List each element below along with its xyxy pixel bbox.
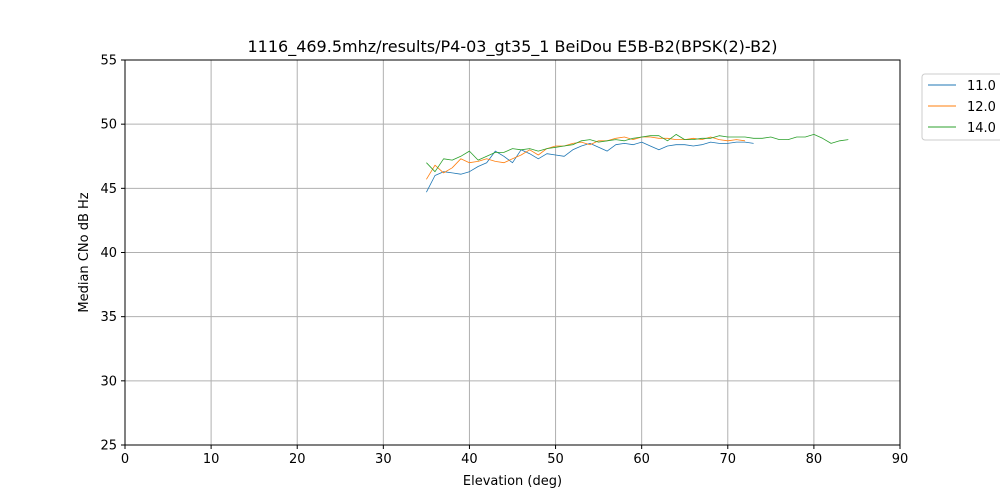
y-tick-label: 45 xyxy=(100,182,117,197)
y-tick-label: 50 xyxy=(100,118,117,133)
series-line-12.0 xyxy=(426,136,746,180)
x-axis-label: Elevation (deg) xyxy=(463,474,562,489)
legend-box xyxy=(921,73,1000,141)
x-tick-label: 80 xyxy=(806,452,823,467)
legend-label: 14.0 xyxy=(967,121,996,136)
x-tick-label: 70 xyxy=(720,452,737,467)
x-tick-label: 30 xyxy=(375,452,392,467)
x-axis-ticks: 0 10 20 30 40 50 60 70 80 90 xyxy=(121,445,908,467)
chart-title: 1116_469.5mhz/results/P4-03_gt35_1 BeiDo… xyxy=(247,37,777,57)
series-line-14.0 xyxy=(426,133,849,173)
y-axis-label: Median CNo dB Hz xyxy=(77,192,92,312)
legend-label: 11.0 xyxy=(967,79,996,94)
y-tick-label: 30 xyxy=(100,374,117,389)
series-layer xyxy=(426,133,849,193)
x-tick-label: 10 xyxy=(203,452,220,467)
y-axis-ticks: 25 30 35 40 45 50 55 xyxy=(100,54,125,454)
y-tick-label: 35 xyxy=(100,310,117,325)
y-tick-label: 55 xyxy=(100,54,117,69)
x-tick-label: 40 xyxy=(461,452,478,467)
y-tick-label: 40 xyxy=(100,246,117,261)
legend-label: 12.0 xyxy=(967,100,996,115)
y-tick-label: 25 xyxy=(100,439,117,454)
x-tick-label: 60 xyxy=(633,452,650,467)
x-tick-label: 50 xyxy=(547,452,564,467)
x-tick-label: 0 xyxy=(121,452,129,467)
x-tick-label: 90 xyxy=(892,452,909,467)
x-tick-label: 20 xyxy=(289,452,306,467)
series-line-11.0 xyxy=(426,141,754,193)
legend: 11.0 12.0 14.0 xyxy=(921,73,1000,141)
